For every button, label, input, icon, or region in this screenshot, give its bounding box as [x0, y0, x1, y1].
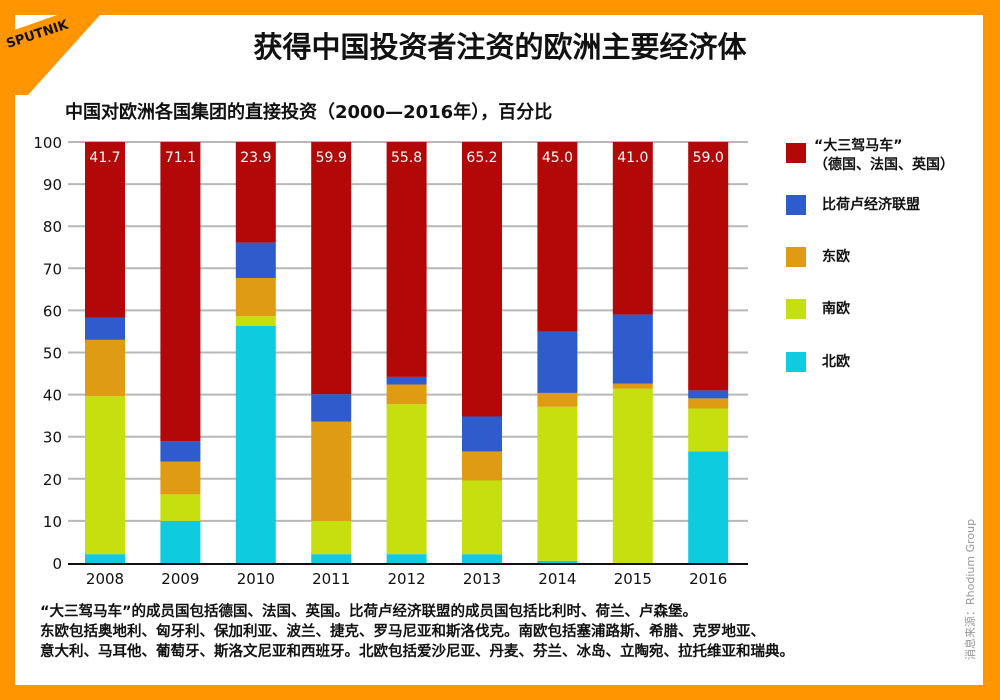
y-tick-label: 30 [43, 429, 62, 447]
x-tick-label: 2011 [312, 570, 350, 588]
x-tick-label: 2016 [689, 570, 727, 588]
bar-segment [537, 560, 578, 563]
bar-segment [612, 314, 653, 384]
bar-segment [85, 396, 125, 555]
legend-swatch [786, 247, 806, 267]
data-label: 41.7 [89, 150, 120, 166]
bar-segment [311, 421, 352, 521]
bar-segment [537, 392, 578, 407]
bar-segment [386, 142, 427, 377]
data-label: 55.8 [391, 150, 422, 166]
bar-segment [612, 383, 653, 389]
footnote-line: 意大利、马耳他、葡萄牙、斯洛文尼亚和西班牙。北欧包括爱沙尼亚、丹麦、芬兰、冰岛、… [40, 644, 794, 660]
x-tick-label: 2009 [161, 570, 199, 588]
bar-segment [160, 461, 201, 495]
bar-segment [537, 406, 578, 561]
bar-segment [386, 376, 427, 385]
bar-segment [160, 142, 201, 442]
bar-segment [462, 416, 502, 452]
bar-segment [386, 384, 427, 405]
legend-label: 东欧 [822, 249, 850, 265]
bar-segment [537, 142, 578, 332]
bar-segment [311, 142, 352, 395]
y-tick-label: 70 [43, 260, 62, 278]
bar-segment [235, 316, 276, 326]
y-tick-label: 10 [43, 513, 62, 531]
bar-segment [235, 277, 276, 317]
legend-swatch [786, 299, 806, 319]
legend-label: 北欧 [822, 354, 850, 370]
bar-segment [235, 142, 276, 243]
bar-segment [85, 142, 125, 318]
bar-segment [85, 554, 125, 563]
y-tick-label: 50 [43, 345, 62, 363]
y-tick-label: 40 [43, 387, 62, 405]
data-label: 59.9 [316, 150, 347, 166]
bar-segment [462, 480, 502, 555]
y-tick-label: 80 [43, 218, 62, 236]
bar-segment [311, 520, 352, 555]
bar-segment [235, 325, 276, 563]
data-label: 45.0 [542, 150, 573, 166]
bar-segment [688, 451, 729, 563]
data-label: 65.2 [466, 150, 497, 166]
x-tick-label: 2012 [388, 570, 426, 588]
data-label: 59.0 [693, 150, 724, 166]
data-label: 41.0 [617, 150, 648, 166]
bar-segment [160, 520, 201, 563]
source-credit: 消息来源：Rhodium Group [964, 518, 977, 660]
data-label: 23.9 [240, 150, 271, 166]
bar-segment [386, 404, 427, 555]
legend-swatch [786, 143, 806, 163]
x-tick-label: 2013 [463, 570, 501, 588]
bar-segment [311, 394, 352, 422]
x-tick-label: 2010 [237, 570, 275, 588]
page-title: 获得中国投资者注资的欧洲主要经济体 [253, 30, 747, 64]
bar-segment [688, 408, 729, 452]
x-tick-label: 2014 [538, 570, 576, 588]
footnote-line: 东欧包括奥地利、匈牙利、保加利亚、波兰、捷克、罗马尼亚和斯洛伐克。南欧包括塞浦路… [40, 624, 765, 640]
chart-title: 中国对欧洲各国集团的直接投资（2000—2016年），百分比 [65, 102, 553, 123]
legend-swatch [786, 352, 806, 372]
x-tick-label: 2015 [614, 570, 652, 588]
bar-segment [386, 554, 427, 563]
bar-segment [688, 398, 729, 409]
bar-segment [160, 441, 201, 462]
legend-label: 南欧 [822, 301, 850, 317]
bar-segment [688, 390, 729, 399]
y-tick-label: 0 [52, 555, 62, 573]
y-tick-label: 100 [33, 134, 62, 152]
y-tick-label: 20 [43, 471, 62, 489]
bar-segment [612, 388, 653, 563]
legend-swatch [786, 195, 806, 215]
bar-segment [612, 142, 653, 315]
bar-segment [85, 317, 125, 340]
footnote: “大三驾马车”的成员国包括德国、法国、英国。比荷卢经济联盟的成员国包括比利时、荷… [40, 602, 794, 662]
bar-segment [311, 554, 352, 563]
footnote-line: “大三驾马车”的成员国包括德国、法国、英国。比荷卢经济联盟的成员国包括比利时、荷… [40, 604, 698, 620]
data-label: 71.1 [165, 150, 196, 166]
sputnik-logo: SPUTNIK [0, 0, 100, 95]
bar-segment [462, 554, 502, 563]
bar-segment [160, 494, 201, 521]
bar-segment [688, 142, 729, 391]
legend-label: 比荷卢经济联盟 [822, 197, 920, 213]
legend-label: “大三驾马车” （德国、法国、英国） [814, 138, 954, 173]
bar-segment [85, 339, 125, 397]
x-tick-label: 2008 [86, 570, 124, 588]
y-tick-label: 60 [43, 302, 62, 320]
y-tick-label: 90 [43, 176, 62, 194]
bar-segment [235, 242, 276, 278]
bar-segment [537, 331, 578, 393]
bar-segment [462, 451, 502, 481]
bar-segment [462, 142, 502, 417]
